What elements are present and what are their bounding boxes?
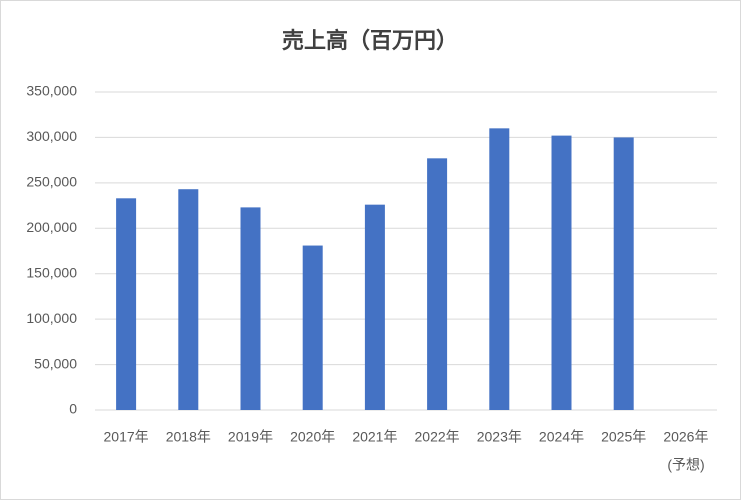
- bar: [427, 158, 448, 410]
- x-tick-label: 2017年: [104, 429, 149, 445]
- x-tick-label: 2026年: [663, 429, 708, 445]
- x-tick-label: 2025年: [601, 429, 646, 445]
- chart-title: 売上高（百万円）: [282, 28, 458, 53]
- y-tick-label: 50,000: [34, 355, 77, 371]
- x-tick-label: 2024年: [539, 429, 584, 445]
- y-tick-label: 150,000: [26, 264, 77, 280]
- y-tick-label: 100,000: [26, 310, 77, 326]
- bar: [551, 135, 572, 410]
- y-tick-label: 350,000: [26, 83, 77, 99]
- bar: [489, 128, 510, 411]
- y-tick-label: 0: [69, 401, 77, 417]
- bar: [364, 204, 385, 410]
- bar: [178, 189, 199, 410]
- y-tick-label: 200,000: [26, 219, 77, 235]
- x-tick-label: 2023年: [477, 429, 522, 445]
- x-tick-label: 2021年: [352, 429, 397, 445]
- x-tick-label: 2019年: [228, 429, 273, 445]
- bar: [613, 137, 634, 410]
- bar: [240, 207, 261, 410]
- category-note: (予想): [667, 457, 704, 473]
- y-tick-label: 300,000: [26, 128, 77, 144]
- x-tick-label: 2018年: [166, 429, 211, 445]
- y-tick-label: 250,000: [26, 174, 77, 190]
- x-tick-label: 2020年: [290, 429, 335, 445]
- x-tick-label: 2022年: [415, 429, 460, 445]
- bar: [116, 198, 137, 410]
- bar: [302, 245, 323, 410]
